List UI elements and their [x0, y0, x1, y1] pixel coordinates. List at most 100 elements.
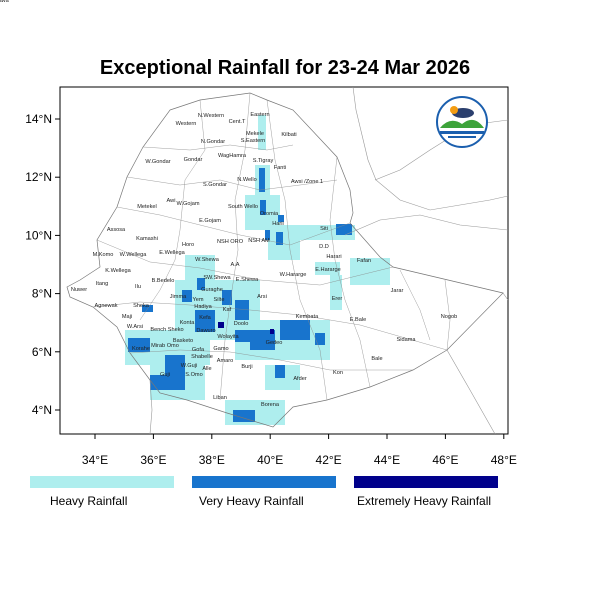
rainfall-cell — [270, 329, 274, 334]
y-tick-label: 10°N — [25, 228, 52, 242]
region-label: N.Gondar — [201, 139, 225, 145]
region-label: Silte — [214, 297, 225, 303]
region-label: Shabelle — [191, 354, 213, 360]
region-label: Siti — [320, 226, 328, 232]
region-label: SW.Shewa — [203, 275, 231, 281]
region-label: W.Hararge — [280, 272, 307, 278]
region-label: Assosa — [107, 227, 126, 233]
region-label: Horo — [182, 242, 194, 248]
rainfall-cell — [195, 310, 215, 332]
region-label: Sidama — [397, 337, 417, 343]
region-label: Hadiya — [194, 304, 212, 310]
region-label: Kilbati — [281, 132, 296, 138]
region-label: Gondar — [184, 157, 203, 163]
x-tick-label: 38°E — [199, 453, 225, 467]
x-tick-label: 48°E — [491, 453, 517, 467]
region-label: Sheka — [133, 303, 150, 309]
region-label: K.Wellega — [105, 268, 131, 274]
rainfall-cell — [235, 300, 249, 320]
rainfall-cell — [258, 115, 266, 150]
region-label: Guraghe — [201, 287, 223, 293]
legend-swatch-heavy — [30, 476, 174, 488]
rainfall-cell — [350, 258, 390, 285]
region-label: Nuwer — [71, 287, 87, 293]
rainfall-cell — [315, 333, 325, 345]
region-label: M.Komo — [93, 252, 114, 258]
region-label: W.Guji — [181, 363, 197, 369]
rainfall-cell — [233, 410, 255, 422]
legend-label-heavy: Heavy Rainfall — [50, 494, 127, 508]
rainfall-cell — [260, 200, 266, 215]
coastline-gulf-aden — [344, 214, 509, 236]
region-label: Gedeo — [266, 340, 283, 346]
region-label: S.Eastern — [241, 138, 266, 144]
region-label: Maji — [122, 314, 132, 320]
region-label: Cent.T — [229, 119, 246, 125]
legend-label-extremely-heavy: Extremely Heavy Rainfall — [357, 494, 491, 508]
region-label: Borena — [261, 402, 280, 408]
y-tick-label: 6°N — [32, 345, 52, 359]
region-label: B.Bedelo — [152, 278, 175, 284]
rainfall-cells — [125, 115, 390, 425]
region-label: Konta — [180, 320, 196, 326]
rainfall-cell — [222, 290, 232, 305]
region-label: Gamo — [213, 346, 228, 352]
region-label: S.Omo — [185, 372, 202, 378]
rainfall-cell — [280, 320, 310, 340]
coastline-red-sea — [352, 86, 509, 211]
region-label: Jimma — [170, 294, 187, 300]
region-label: W.Shewa — [195, 257, 220, 263]
legend-swatch-very-heavy — [192, 476, 336, 488]
region-label: Harari — [326, 254, 341, 260]
y-tick-label: 14°N — [25, 112, 52, 126]
region-label: Mirab Omo — [151, 343, 179, 349]
region-label: Metekel — [137, 204, 157, 210]
x-tick-label: 44°E — [374, 453, 400, 467]
legend-label-very-heavy: Very Heavy Rainfall — [199, 494, 304, 508]
region-label: E.Shewa — [236, 277, 259, 283]
rainfall-cell — [197, 278, 205, 290]
region-label: Kembata — [296, 314, 319, 320]
region-label: N.Western — [198, 113, 224, 119]
region-label: S.Tigray — [253, 158, 274, 164]
rainfall-cell — [259, 168, 265, 192]
map-title: Exceptional Rainfall for 23-24 Mar 2026 — [100, 57, 470, 79]
rainfall-cell — [278, 215, 284, 222]
region-label: Alle — [202, 366, 211, 372]
region-label: Oromia — [260, 211, 279, 217]
region-label: Awsi /Zone 1 — [291, 179, 323, 185]
region-label: Bench Sheko — [150, 327, 183, 333]
region-label: Wolayita — [217, 334, 239, 340]
rainfall-cell — [182, 290, 192, 302]
region-label: Amaro — [217, 358, 233, 364]
region-label: Eastern — [250, 112, 269, 118]
border-segment — [502, 292, 509, 301]
region-label: Kefa — [199, 315, 211, 321]
region-label: E.Hararge — [315, 267, 341, 273]
y-tick-label: 12°N — [25, 170, 52, 184]
region-label: Fanti — [274, 165, 286, 171]
region-label: Doolo — [234, 321, 249, 327]
region-label: Fafan — [357, 258, 371, 264]
region-label: Jarar — [391, 288, 404, 294]
legend: Heavy Rainfall Very Heavy Rainfall Extre… — [30, 476, 498, 508]
x-tick-label: 40°E — [257, 453, 283, 467]
region-label: D.D — [319, 244, 329, 250]
region-label: E.Bale — [350, 317, 366, 323]
border-kenya-south-sudan — [149, 379, 153, 435]
rainfall-cell — [276, 232, 283, 245]
region-label: Gofa — [192, 347, 205, 353]
region-label: Liban — [213, 395, 227, 401]
region-label: Burji — [241, 364, 252, 370]
region-label: Daawa — [0, 0, 10, 4]
region-label: Ilu — [135, 284, 141, 290]
rainfall-cell — [275, 365, 285, 378]
region-label: Afder — [293, 376, 307, 382]
region-label: W.Gojam — [176, 201, 199, 207]
x-tick-label: 46°E — [432, 453, 458, 467]
y-tick-label: 8°N — [32, 287, 52, 301]
region-label: Guji — [160, 372, 170, 378]
region-label: E.Wellega — [159, 250, 185, 256]
